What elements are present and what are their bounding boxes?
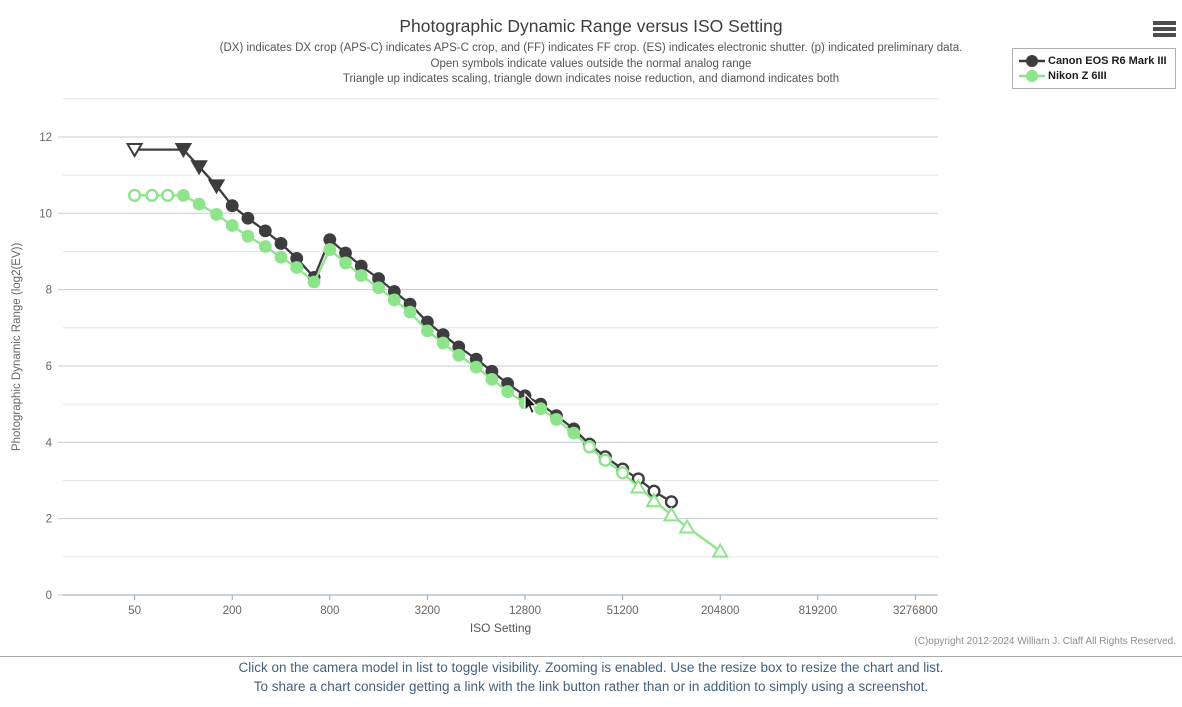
- hamburger-bar: [1153, 33, 1176, 37]
- camera-legend: Canon EOS R6 Mark III Nikon Z 6III: [1012, 48, 1176, 89]
- legend-camera-label: Canon EOS R6 Mark III: [1048, 54, 1167, 67]
- data-point: [290, 261, 304, 274]
- y-tick-label: 0: [46, 590, 52, 602]
- data-point: [225, 199, 239, 213]
- series-marker-icon: [1019, 54, 1045, 67]
- chart-subtitle-line-3: Triangle up indicates scaling, triangle …: [342, 73, 840, 85]
- data-point: [177, 188, 190, 202]
- chart-title: Photographic Dynamic Range versus ISO Se…: [399, 16, 783, 36]
- data-point: [534, 402, 548, 416]
- data-point: [323, 243, 337, 256]
- series-marker-icon: [1019, 69, 1045, 82]
- footer-help-line-1: Click on the camera model in list to tog…: [238, 660, 944, 675]
- data-point: [339, 256, 352, 270]
- x-tick-label: 12800: [509, 605, 541, 617]
- x-tick-label: 200: [223, 605, 242, 617]
- data-point: [485, 372, 499, 386]
- data-point: [241, 229, 255, 243]
- legend-item-nikon-z-6iii[interactable]: Nikon Z 6III: [1019, 68, 1169, 83]
- x-tick-label: 50: [128, 605, 141, 617]
- x-tick-label: 204800: [701, 605, 739, 617]
- y-tick-label: 10: [39, 208, 52, 220]
- data-point: [567, 426, 581, 440]
- mouse-cursor: [524, 392, 538, 415]
- data-point: [210, 208, 223, 221]
- legend-camera-label: Nikon Z 6III: [1048, 69, 1107, 82]
- data-point: [274, 237, 288, 250]
- chart-subtitle-line-2: Open symbols indicate values outside the…: [430, 58, 752, 70]
- data-point: [436, 336, 450, 350]
- data-point-open: [598, 453, 612, 467]
- data-point: [354, 269, 368, 282]
- data-point: [421, 315, 434, 329]
- data-point-triangle-up: [662, 506, 681, 522]
- footer-help-line-2: To share a chart consider getting a link…: [253, 679, 929, 694]
- data-point: [550, 413, 563, 426]
- x-axis-title: ISO Setting: [470, 621, 531, 635]
- data-point: [307, 275, 321, 289]
- data-point: [469, 360, 483, 374]
- data-point: [241, 211, 255, 225]
- y-tick-label: 4: [46, 437, 53, 449]
- footer-divider: [0, 656, 1182, 657]
- data-point: [274, 250, 288, 264]
- data-point: [501, 385, 515, 398]
- data-point-triangle-down: [190, 160, 208, 176]
- data-point: [258, 240, 272, 253]
- data-point-triangle-down: [207, 179, 226, 195]
- x-tick-label: 51200: [607, 605, 639, 617]
- y-tick-label: 8: [46, 285, 52, 297]
- copyright-text: (C)opyright 2012-2024 William J. Claff A…: [914, 636, 1176, 647]
- data-point: [290, 251, 304, 265]
- x-tick-label: 819200: [799, 605, 837, 617]
- legend-item-canon-eos-r6-mark-iii[interactable]: Canon EOS R6 Mark III: [1019, 53, 1169, 68]
- series-nikon-z-6iii: [128, 188, 729, 558]
- chart-subtitle-line-1: (DX) indicates DX crop (APS-C) indicates…: [219, 42, 963, 54]
- data-point: [387, 293, 401, 307]
- data-point-open: [615, 466, 630, 480]
- data-point-open: [128, 188, 142, 202]
- data-point: [225, 219, 239, 232]
- y-tick-label: 6: [46, 361, 52, 373]
- data-point: [323, 233, 337, 247]
- data-point-triangle-up: [629, 478, 648, 494]
- hamburger-bar: [1153, 27, 1176, 31]
- data-point-triangle-up: [645, 492, 663, 508]
- data-point: [403, 305, 417, 319]
- data-point: [372, 281, 385, 295]
- data-point: [421, 324, 434, 338]
- data-point: [354, 259, 368, 273]
- data-point: [372, 272, 385, 285]
- data-point-triangle-down: [125, 143, 144, 159]
- data-point-triangle-up: [678, 518, 696, 534]
- hamburger-bar: [1153, 21, 1176, 25]
- data-point: [192, 197, 206, 211]
- data-point: [258, 224, 272, 238]
- y-tick-label: 12: [39, 132, 52, 144]
- data-point-open: [664, 495, 679, 509]
- data-point-open: [582, 440, 597, 454]
- hamburger-menu-icon[interactable]: [1153, 21, 1176, 39]
- x-tick-label: 3200: [415, 605, 441, 617]
- pdr-chart-plot-area[interactable]: 0 2 4 6 8 10 12 Photographic Dynamic Range (log…: [0, 0, 1182, 655]
- data-point: [452, 348, 466, 362]
- data-point-triangle-up: [711, 542, 729, 558]
- series-line: [134, 194, 721, 553]
- data-point-open: [161, 188, 175, 202]
- x-tick-label: 3276800: [893, 605, 938, 617]
- data-point: [339, 246, 352, 260]
- data-point-open: [145, 188, 159, 202]
- y-tick-label: 2: [46, 514, 52, 526]
- y-axis-title: Photographic Dynamic Range (log2(EV)): [11, 243, 23, 452]
- series-canon-eos-r6-mark-iii: [125, 143, 679, 509]
- x-tick-label: 800: [320, 605, 339, 617]
- data-point-triangle-down: [174, 143, 193, 159]
